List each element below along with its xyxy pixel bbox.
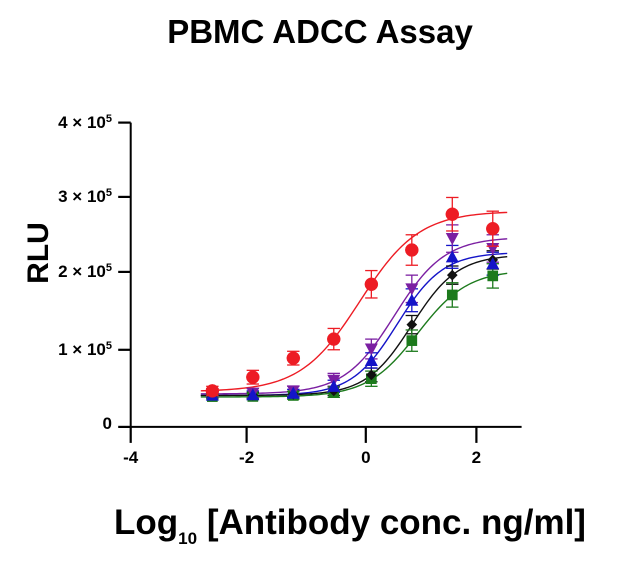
svg-text:3 × 105: 3 × 105 <box>58 187 112 206</box>
svg-text:1 × 105: 1 × 105 <box>58 340 112 359</box>
svg-text:-4: -4 <box>123 448 139 467</box>
svg-text:Log10 [Antibody conc. ng/ml]: Log10 [Antibody conc. ng/ml] <box>114 503 586 548</box>
svg-text:2: 2 <box>472 448 481 467</box>
svg-text:0: 0 <box>361 448 370 467</box>
svg-text:2 × 105: 2 × 105 <box>58 262 112 281</box>
svg-text:4 × 105: 4 × 105 <box>58 113 112 132</box>
svg-text:-2: -2 <box>239 448 254 467</box>
svg-text:RLU: RLU <box>22 222 55 284</box>
svg-text:0: 0 <box>103 414 112 433</box>
